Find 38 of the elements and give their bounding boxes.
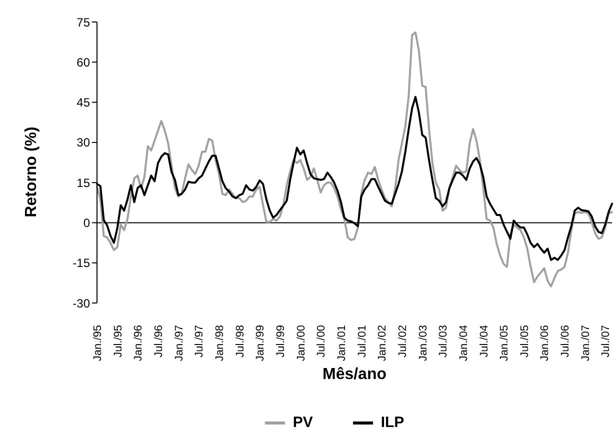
x-tick-label: Jan./96 xyxy=(132,325,145,362)
x-tick-label: Jul./02 xyxy=(396,325,409,358)
legend-label: ILP xyxy=(380,414,404,431)
legend-label: PV xyxy=(292,414,313,431)
x-axis-title: Mês/ano xyxy=(321,366,388,384)
y-tick-label: 60 xyxy=(76,55,90,70)
y-axis-title: Retorno (%) xyxy=(23,126,41,217)
x-tick-label: Jan./98 xyxy=(214,325,226,362)
x-tick-label: Jan./05 xyxy=(498,325,511,362)
x-tick-label: Jan./95 xyxy=(92,325,104,362)
y-tick-label: 30 xyxy=(76,136,90,150)
x-tick-label: Jul./96 xyxy=(152,325,165,358)
x-tick-label: Jan./01 xyxy=(336,325,348,362)
x-tick-label: Jan./97 xyxy=(173,325,186,362)
x-tick-label: Jan./02 xyxy=(376,325,389,362)
y-tick-label: 15 xyxy=(76,176,90,190)
x-tick-label: Jul./95 xyxy=(112,325,124,358)
y-tick-label: 0 xyxy=(83,216,90,230)
x-tick-label: Jan./06 xyxy=(539,325,552,362)
x-tick-label: Jul./98 xyxy=(234,325,246,358)
y-tick-label: 75 xyxy=(76,15,90,30)
x-tick-label: Jan./04 xyxy=(458,325,470,362)
y-tick-label: -30 xyxy=(72,296,90,310)
x-tick-label: Jul./03 xyxy=(438,325,450,358)
x-tick-label: Jul./99 xyxy=(274,325,287,358)
x-tick-label: Jul./06 xyxy=(560,325,572,358)
x-tick-label: Jan./00 xyxy=(295,325,308,362)
y-tick-label: 45 xyxy=(76,96,90,110)
y-tick-label: -15 xyxy=(72,256,90,270)
x-tick-label: Jul./04 xyxy=(478,325,490,358)
x-tick-label: Jul./01 xyxy=(356,325,368,358)
x-tick-label: Jul./07 xyxy=(600,325,612,358)
x-tick-label: Jul./05 xyxy=(518,325,531,358)
x-tick-label: Jan./03 xyxy=(417,325,430,362)
x-tick-label: Jul./97 xyxy=(194,325,206,358)
x-tick-label: Jan./07 xyxy=(580,325,592,362)
x-tick-label: Jul./00 xyxy=(316,325,328,358)
x-tick-label: Jan./99 xyxy=(254,325,267,362)
